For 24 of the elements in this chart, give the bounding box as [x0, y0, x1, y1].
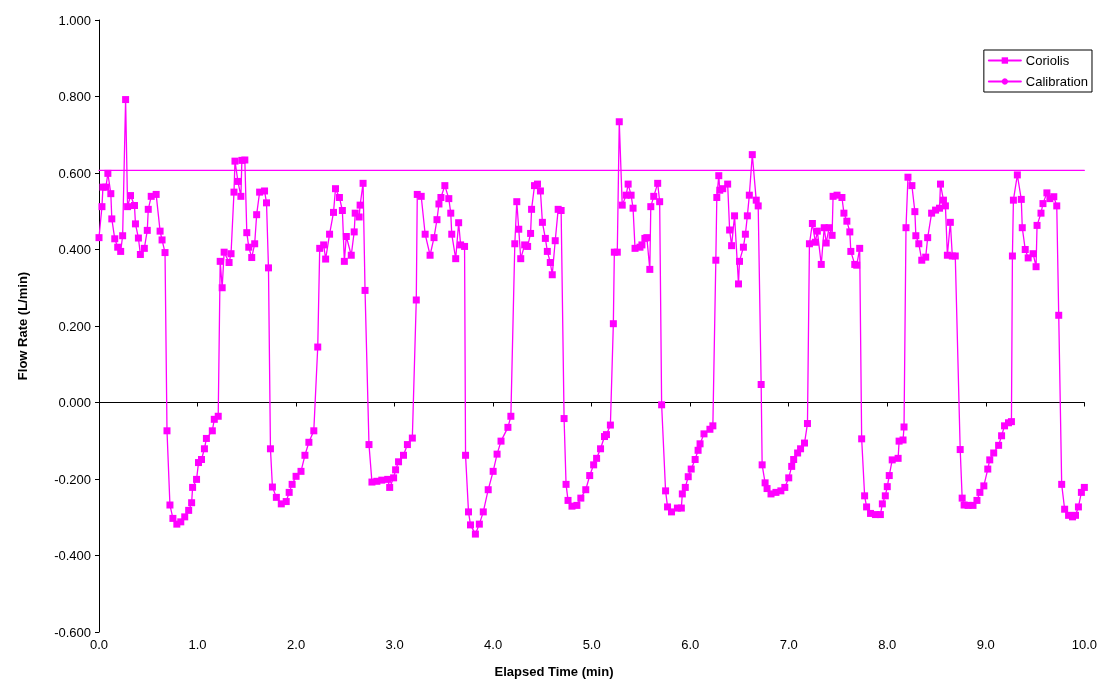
- x-tick-label: 0.0: [89, 637, 109, 652]
- y-tick-label: 0.800: [58, 89, 91, 104]
- x-tick-label: 8.0: [878, 637, 897, 652]
- x-tick-label: 10.0: [1071, 637, 1098, 652]
- x-tick-label: 3.0: [385, 637, 404, 652]
- x-tick-label: 4.0: [484, 637, 503, 652]
- y-tick-label: 1.000: [58, 12, 91, 28]
- y-tick-label: 0.600: [58, 165, 91, 181]
- y-axis-title: Flow Rate (L/min): [15, 271, 30, 381]
- x-tick-label: 2.0: [287, 637, 306, 652]
- legend-label: Calibration: [1025, 74, 1089, 89]
- y-tick-label: 0.000: [58, 395, 91, 410]
- y-tick-label: -0.600: [54, 624, 91, 640]
- x-tick-label: 5.0: [582, 637, 601, 652]
- x-axis-title: Elapsed Time (min): [494, 664, 614, 679]
- x-tick-label: 9.0: [976, 637, 995, 652]
- x-tick-label: 6.0: [681, 637, 700, 652]
- y-tick-label: -0.200: [54, 471, 91, 487]
- y-tick-label: 0.200: [58, 318, 91, 334]
- y-tick-label: -0.400: [54, 548, 91, 563]
- y-tick-label: 0.400: [58, 242, 91, 257]
- x-tick-label: 7.0: [779, 637, 798, 652]
- x-tick-label: 1.0: [188, 637, 207, 652]
- legend-label: Coriolis: [1025, 53, 1070, 68]
